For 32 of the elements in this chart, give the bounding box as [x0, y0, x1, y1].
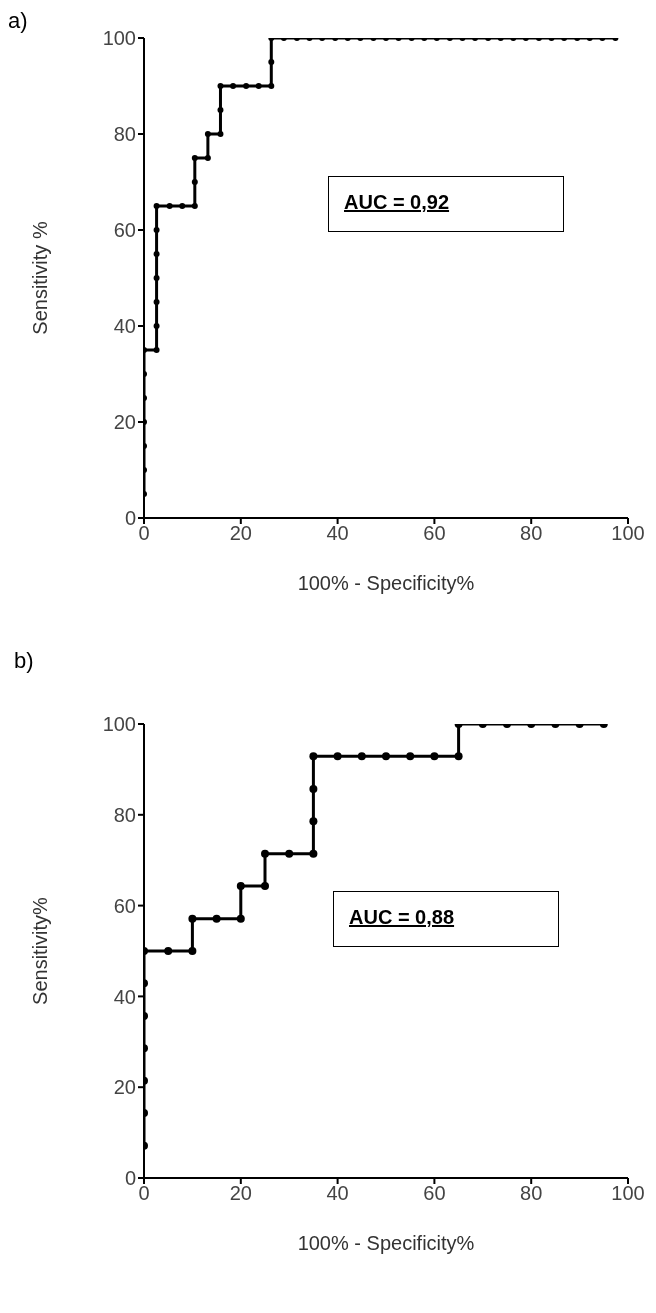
y-axis-title: Sensitivity%: [29, 896, 52, 1005]
x-axis-title: 100% - Specificity%: [297, 1232, 475, 1254]
x-tick-label: 20: [229, 1182, 252, 1205]
y-tick-label: 60: [113, 894, 136, 917]
x-axis-title: 100% - Specificity%: [297, 572, 475, 594]
x-tick-label: 100: [611, 522, 645, 545]
x-tick-label: 60: [423, 1182, 446, 1205]
annotation: AUC = 0,88: [349, 906, 455, 929]
x-tick-label: 40: [326, 522, 349, 545]
y-tick-label: 100: [102, 713, 136, 736]
x-tick-label: 40: [326, 1182, 349, 1205]
y-tick-label: 0: [124, 507, 136, 530]
x-tick-label: 20: [229, 522, 252, 545]
x-tick-label: 100: [611, 1182, 645, 1205]
x-tick-label: 80: [520, 522, 543, 545]
y-tick-label: 80: [113, 123, 136, 146]
x-tick-label: 60: [423, 522, 446, 545]
y-tick-label: 20: [113, 1076, 136, 1099]
y-tick-label: 20: [113, 411, 136, 434]
x-tick-label: 0: [138, 522, 150, 545]
annotation: AUC = 0,92: [344, 191, 450, 214]
y-tick-label: 60: [113, 219, 136, 242]
y-tick-label: 80: [113, 803, 136, 826]
x-tick-label: 80: [520, 1182, 543, 1205]
y-axis-title: Sensitivity %: [29, 221, 52, 335]
y-tick-label: 40: [113, 985, 136, 1008]
text: a): [8, 8, 28, 34]
x-tick-label: 0: [138, 1182, 150, 1205]
text: b): [14, 648, 34, 674]
y-tick-label: 40: [113, 315, 136, 338]
y-tick-label: 0: [124, 1167, 136, 1190]
y-tick-label: 100: [102, 27, 136, 50]
